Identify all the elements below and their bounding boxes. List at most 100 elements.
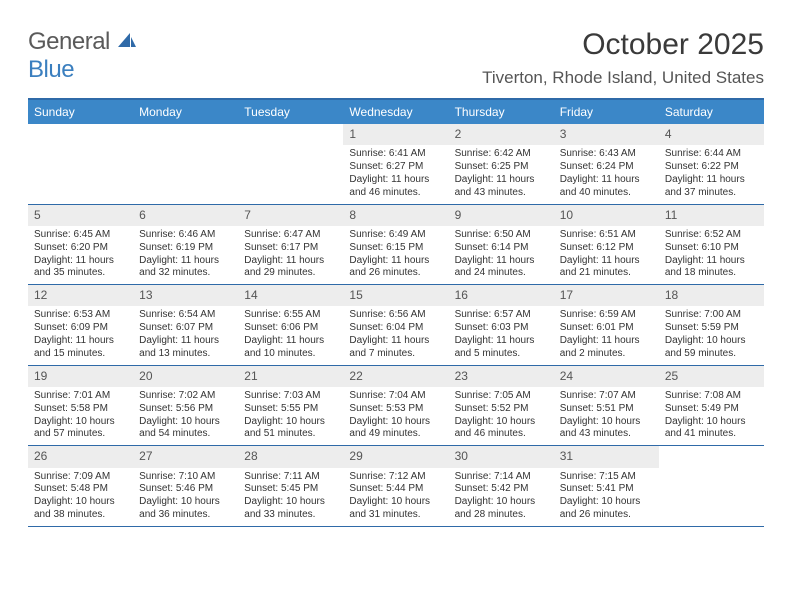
daylight-line-2: and 35 minutes. xyxy=(34,267,127,280)
sunset-line: Sunset: 5:48 PM xyxy=(34,483,127,496)
day-body: Sunrise: 7:09 AMSunset: 5:48 PMDaylight:… xyxy=(28,468,133,526)
daylight-line-1: Daylight: 10 hours xyxy=(34,496,127,509)
daylight-line-1: Daylight: 10 hours xyxy=(349,416,442,429)
sunset-line: Sunset: 5:41 PM xyxy=(560,483,653,496)
sunset-line: Sunset: 5:45 PM xyxy=(244,483,337,496)
sunset-line: Sunset: 5:52 PM xyxy=(455,403,548,416)
daylight-line-2: and 43 minutes. xyxy=(560,428,653,441)
daylight-line-2: and 13 minutes. xyxy=(139,348,232,361)
sunrise-line: Sunrise: 7:03 AM xyxy=(244,390,337,403)
day-cell: 7Sunrise: 6:47 AMSunset: 6:17 PMDaylight… xyxy=(238,205,343,285)
day-number: 18 xyxy=(659,285,764,306)
daylight-line-2: and 36 minutes. xyxy=(139,509,232,522)
day-body: Sunrise: 6:53 AMSunset: 6:09 PMDaylight:… xyxy=(28,306,133,364)
day-number: 5 xyxy=(28,205,133,226)
sunrise-line: Sunrise: 6:42 AM xyxy=(455,148,548,161)
sunrise-line: Sunrise: 7:05 AM xyxy=(455,390,548,403)
dow-header: SundayMondayTuesdayWednesdayThursdayFrid… xyxy=(28,100,764,124)
daylight-line-1: Daylight: 11 hours xyxy=(560,255,653,268)
sunset-line: Sunset: 5:44 PM xyxy=(349,483,442,496)
daylight-line-2: and 40 minutes. xyxy=(560,187,653,200)
sunrise-line: Sunrise: 7:04 AM xyxy=(349,390,442,403)
day-body: Sunrise: 6:55 AMSunset: 6:06 PMDaylight:… xyxy=(238,306,343,364)
sunset-line: Sunset: 5:58 PM xyxy=(34,403,127,416)
sunrise-line: Sunrise: 7:14 AM xyxy=(455,471,548,484)
day-body: Sunrise: 6:45 AMSunset: 6:20 PMDaylight:… xyxy=(28,226,133,284)
sunrise-line: Sunrise: 6:55 AM xyxy=(244,309,337,322)
daylight-line-2: and 32 minutes. xyxy=(139,267,232,280)
sunset-line: Sunset: 6:01 PM xyxy=(560,322,653,335)
day-number: 31 xyxy=(554,446,659,467)
day-cell: 16Sunrise: 6:57 AMSunset: 6:03 PMDayligh… xyxy=(449,285,554,365)
day-cell: 5Sunrise: 6:45 AMSunset: 6:20 PMDaylight… xyxy=(28,205,133,285)
day-body: Sunrise: 7:11 AMSunset: 5:45 PMDaylight:… xyxy=(238,468,343,526)
sunset-line: Sunset: 5:42 PM xyxy=(455,483,548,496)
day-body: Sunrise: 6:51 AMSunset: 6:12 PMDaylight:… xyxy=(554,226,659,284)
sunrise-line: Sunrise: 6:43 AM xyxy=(560,148,653,161)
day-body: Sunrise: 6:42 AMSunset: 6:25 PMDaylight:… xyxy=(449,145,554,203)
dow-friday: Friday xyxy=(554,100,659,124)
daylight-line-1: Daylight: 10 hours xyxy=(665,416,758,429)
sunset-line: Sunset: 6:27 PM xyxy=(349,161,442,174)
day-cell xyxy=(133,124,238,204)
sunset-line: Sunset: 6:04 PM xyxy=(349,322,442,335)
day-number: 22 xyxy=(343,366,448,387)
day-body: Sunrise: 7:02 AMSunset: 5:56 PMDaylight:… xyxy=(133,387,238,445)
dow-thursday: Thursday xyxy=(449,100,554,124)
daylight-line-1: Daylight: 11 hours xyxy=(244,255,337,268)
day-cell: 18Sunrise: 7:00 AMSunset: 5:59 PMDayligh… xyxy=(659,285,764,365)
day-body: Sunrise: 7:00 AMSunset: 5:59 PMDaylight:… xyxy=(659,306,764,364)
sunrise-line: Sunrise: 7:15 AM xyxy=(560,471,653,484)
day-cell: 12Sunrise: 6:53 AMSunset: 6:09 PMDayligh… xyxy=(28,285,133,365)
sunset-line: Sunset: 5:55 PM xyxy=(244,403,337,416)
day-cell: 23Sunrise: 7:05 AMSunset: 5:52 PMDayligh… xyxy=(449,366,554,446)
day-cell: 25Sunrise: 7:08 AMSunset: 5:49 PMDayligh… xyxy=(659,366,764,446)
day-body: Sunrise: 7:10 AMSunset: 5:46 PMDaylight:… xyxy=(133,468,238,526)
day-number: 20 xyxy=(133,366,238,387)
daylight-line-1: Daylight: 11 hours xyxy=(665,174,758,187)
daylight-line-1: Daylight: 11 hours xyxy=(139,255,232,268)
day-cell: 4Sunrise: 6:44 AMSunset: 6:22 PMDaylight… xyxy=(659,124,764,204)
sunset-line: Sunset: 6:15 PM xyxy=(349,242,442,255)
day-number: 24 xyxy=(554,366,659,387)
daylight-line-2: and 31 minutes. xyxy=(349,509,442,522)
day-body: Sunrise: 6:41 AMSunset: 6:27 PMDaylight:… xyxy=(343,145,448,203)
sunset-line: Sunset: 6:20 PM xyxy=(34,242,127,255)
day-number: 21 xyxy=(238,366,343,387)
day-cell xyxy=(659,446,764,526)
day-number: 9 xyxy=(449,205,554,226)
sunset-line: Sunset: 6:22 PM xyxy=(665,161,758,174)
day-body: Sunrise: 7:05 AMSunset: 5:52 PMDaylight:… xyxy=(449,387,554,445)
daylight-line-2: and 28 minutes. xyxy=(455,509,548,522)
sunrise-line: Sunrise: 6:53 AM xyxy=(34,309,127,322)
sunset-line: Sunset: 6:03 PM xyxy=(455,322,548,335)
day-cell: 22Sunrise: 7:04 AMSunset: 5:53 PMDayligh… xyxy=(343,366,448,446)
day-cell: 1Sunrise: 6:41 AMSunset: 6:27 PMDaylight… xyxy=(343,124,448,204)
day-number: 26 xyxy=(28,446,133,467)
sunset-line: Sunset: 6:10 PM xyxy=(665,242,758,255)
daylight-line-2: and 46 minutes. xyxy=(455,428,548,441)
day-cell: 14Sunrise: 6:55 AMSunset: 6:06 PMDayligh… xyxy=(238,285,343,365)
day-cell: 21Sunrise: 7:03 AMSunset: 5:55 PMDayligh… xyxy=(238,366,343,446)
daylight-line-2: and 43 minutes. xyxy=(455,187,548,200)
week-row: 19Sunrise: 7:01 AMSunset: 5:58 PMDayligh… xyxy=(28,366,764,447)
daylight-line-1: Daylight: 11 hours xyxy=(349,255,442,268)
week-row: 26Sunrise: 7:09 AMSunset: 5:48 PMDayligh… xyxy=(28,446,764,527)
logo-text: General Blue xyxy=(28,28,138,84)
daylight-line-1: Daylight: 11 hours xyxy=(455,255,548,268)
daylight-line-2: and 10 minutes. xyxy=(244,348,337,361)
day-number: 12 xyxy=(28,285,133,306)
sunrise-line: Sunrise: 6:46 AM xyxy=(139,229,232,242)
logo-word-1: General xyxy=(28,28,110,55)
daylight-line-1: Daylight: 10 hours xyxy=(560,416,653,429)
day-cell: 26Sunrise: 7:09 AMSunset: 5:48 PMDayligh… xyxy=(28,446,133,526)
day-cell: 27Sunrise: 7:10 AMSunset: 5:46 PMDayligh… xyxy=(133,446,238,526)
day-body: Sunrise: 7:04 AMSunset: 5:53 PMDaylight:… xyxy=(343,387,448,445)
sunrise-line: Sunrise: 6:56 AM xyxy=(349,309,442,322)
sunrise-line: Sunrise: 6:52 AM xyxy=(665,229,758,242)
week-row: 1Sunrise: 6:41 AMSunset: 6:27 PMDaylight… xyxy=(28,124,764,205)
daylight-line-1: Daylight: 11 hours xyxy=(455,335,548,348)
day-cell: 11Sunrise: 6:52 AMSunset: 6:10 PMDayligh… xyxy=(659,205,764,285)
daylight-line-1: Daylight: 11 hours xyxy=(349,335,442,348)
daylight-line-1: Daylight: 11 hours xyxy=(34,335,127,348)
